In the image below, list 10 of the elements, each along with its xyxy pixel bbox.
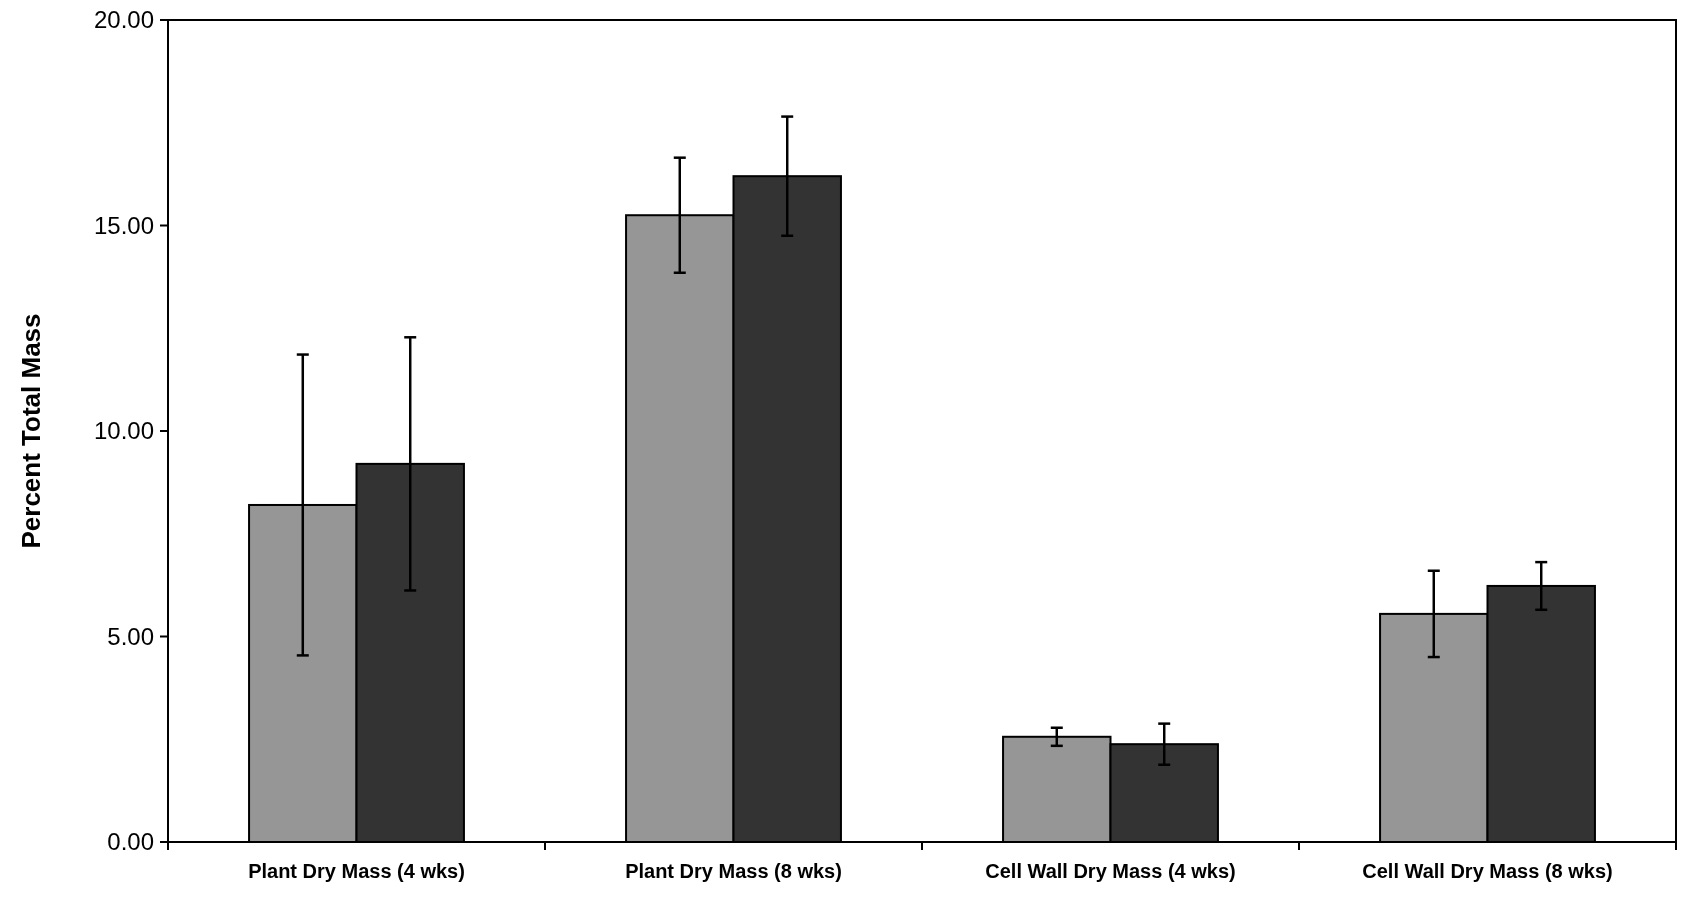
x-tick-label: Plant Dry Mass (4 wks) (248, 860, 465, 882)
y-tick-label: 0.00 (107, 828, 154, 856)
x-tick-label: Cell Wall Dry Mass (8 wks) (1362, 860, 1613, 882)
y-tick-label: 15.00 (93, 211, 154, 239)
y-axis-title: Percent Total Mass (16, 313, 46, 549)
y-tick-label: 5.00 (107, 622, 154, 650)
y-tick-label: 10.00 (93, 417, 154, 445)
x-tick-label: Cell Wall Dry Mass (4 wks) (985, 860, 1236, 882)
y-tick-label: 20.00 (93, 6, 154, 34)
x-tick-label: Plant Dry Mass (8 wks) (625, 860, 842, 882)
